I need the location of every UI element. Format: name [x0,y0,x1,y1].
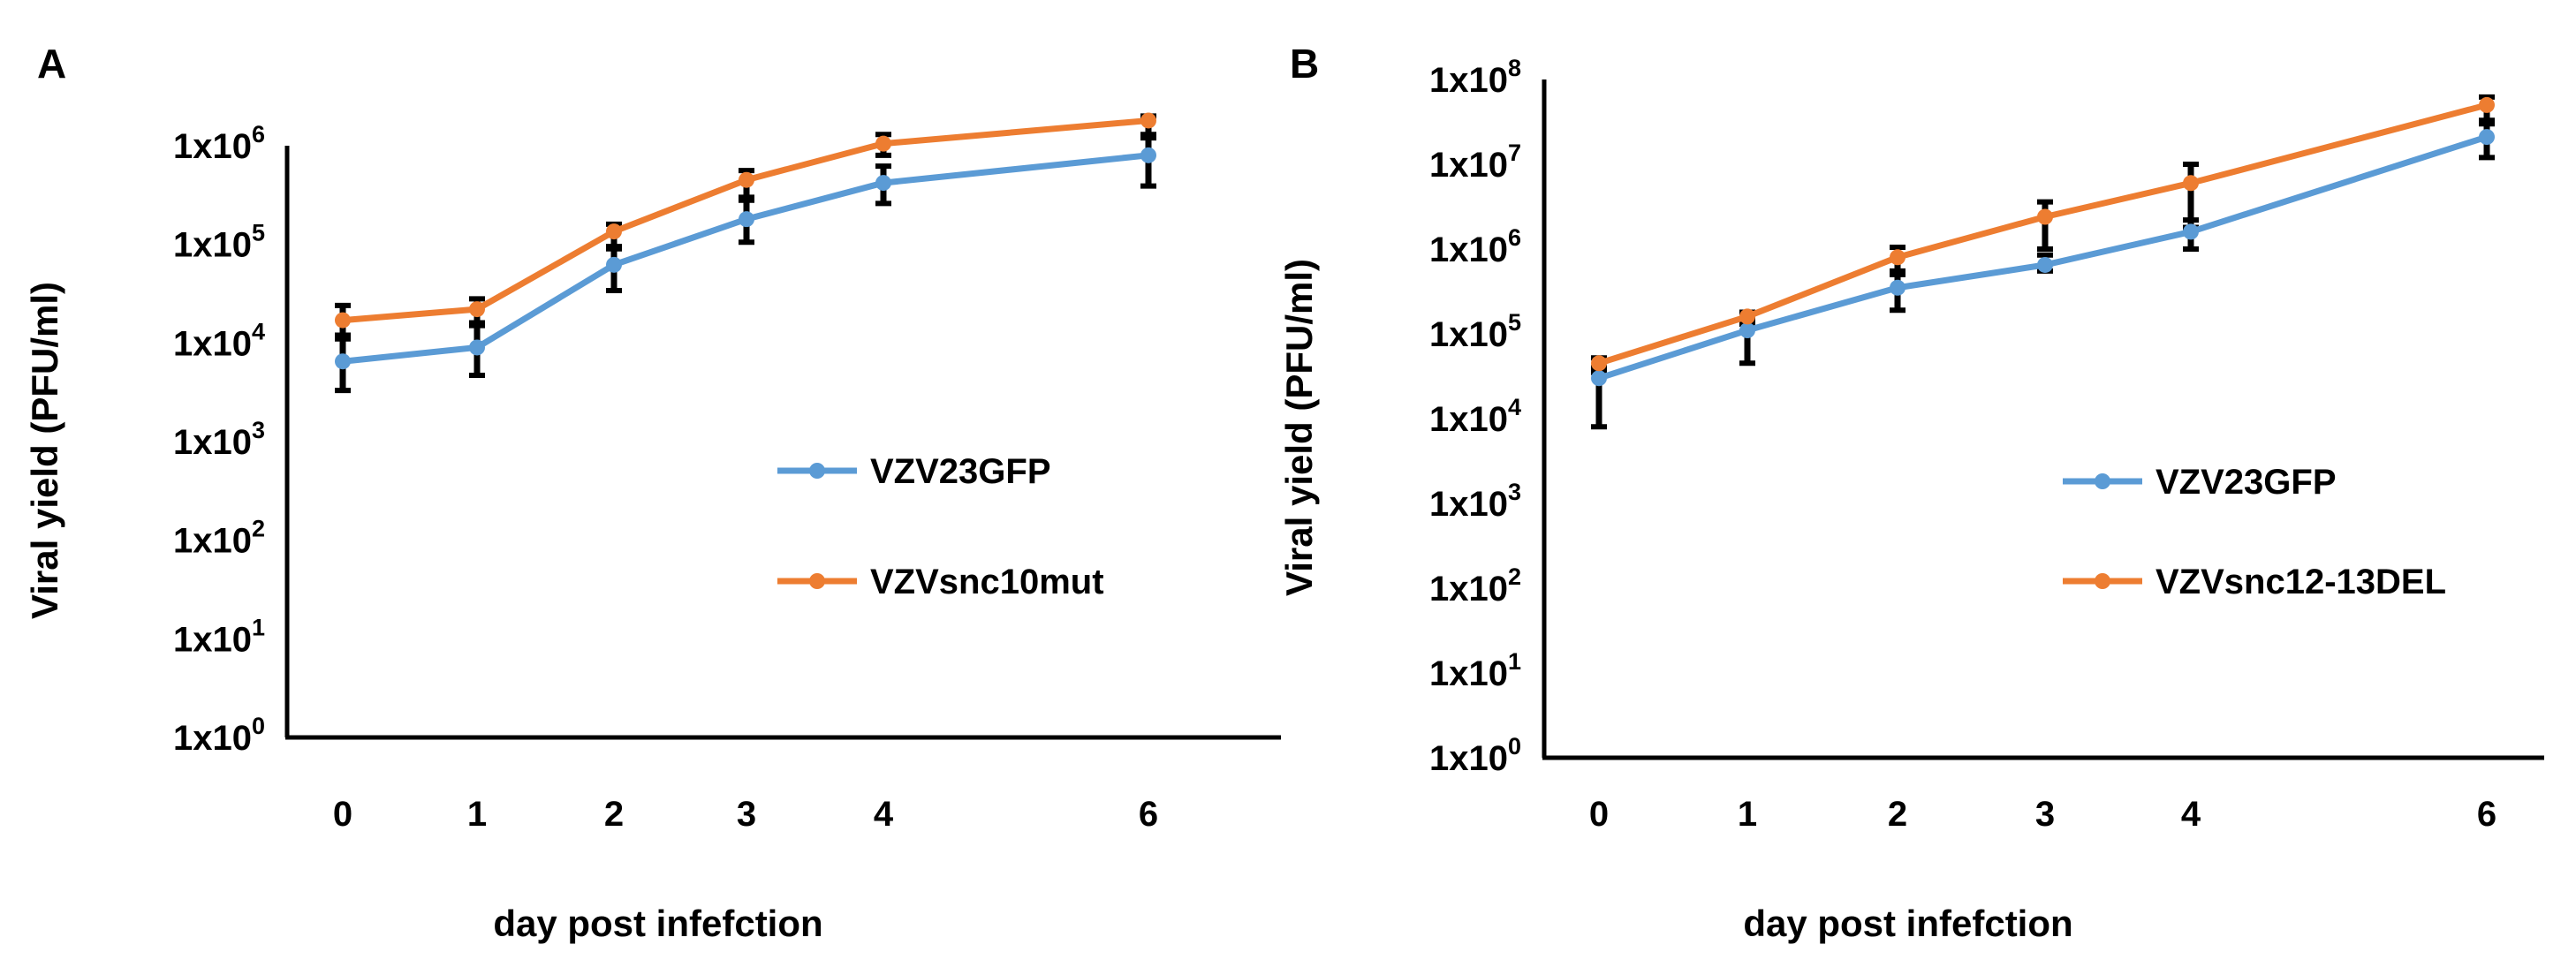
panel-b-point-vzvsnc12-13del [2183,175,2199,192]
panel-b-x-tick-label: 1 [1738,795,1757,834]
panel-b-point-vzv23gfp [2479,129,2495,146]
panel-a-legend-label-vzv23gfp: VZV23GFP [870,452,1051,491]
panel-a-y-tick-label: 1x103 [173,417,265,462]
panel-b-x-tick-label: 0 [1589,795,1609,834]
panel-a-legend-marker-vzvsnc10mut [809,573,825,589]
panel-a-x-tick-label: 4 [874,795,894,834]
panel-b-y-tick-label: 1x107 [1429,140,1521,185]
panel-b-x-tick-label: 2 [1888,795,1907,834]
panel-b-point-vzv23gfp [1591,370,1607,387]
panel-a-point-vzvsnc10mut [335,312,351,329]
panel-a-point-vzvsnc10mut [469,301,485,318]
panel-a-series-line-vzv23gfp [342,152,1149,365]
panel-b-point-vzv23gfp [1890,279,1905,296]
panel-b-x-tick-label: 6 [2477,795,2496,834]
panel-b-point-vzvsnc12-13del [2479,96,2495,113]
panel-a-y-tick-label: 1x100 [173,713,265,758]
panel-b-x-axis-title: day post infefction [1743,903,2072,944]
panel-b-y-tick-label: 1x100 [1429,733,1521,778]
panel-a-x-axis-title: day post infefction [493,903,822,944]
panel-b-point-vzv23gfp [1739,322,1755,339]
panel-b-series-line-vzvsnc12-13del [1597,102,2488,367]
panel-a-legend-marker-vzv23gfp [809,463,825,479]
panel-a-point-vzvsnc10mut [739,171,754,188]
panel-a-point-vzv23gfp [469,339,485,356]
panel-b-x-tick-label: 4 [2181,795,2201,834]
panel-b-chart: B 1x100 1x101 1x102 1x103 1x104 1x105 1x106 1x10… [1278,41,2544,944]
panel-b-point-vzv23gfp [2183,223,2199,240]
panel-b-y-tick-label: 1x108 [1429,55,1521,100]
panel-a-chart: A 1x100 1x101 1x102 1x103 1x104 1x105 1x106 0 1 2 3… [24,41,1281,944]
panel-a-point-vzvsnc10mut [606,223,622,240]
panel-a-label: A [37,41,66,87]
panel-a-point-vzv23gfp [875,175,891,192]
panel-b-x-tick-label: 3 [2035,795,2055,834]
panel-b-point-vzvsnc12-13del [1890,249,1905,266]
panel-a-point-vzv23gfp [335,353,351,370]
panel-a-x-tick-label: 1 [467,795,487,834]
panel-b-legend-marker-vzv23gfp [2095,473,2110,489]
panel-a-legend-label-vzvsnc10mut: VZVsnc10mut [870,563,1104,601]
panel-b-y-tick-label: 1x105 [1429,309,1521,354]
panel-b-legend-label-vzv23gfp: VZV23GFP [2156,463,2337,502]
panel-b-y-tick-label: 1x106 [1429,224,1521,269]
panel-b-point-vzvsnc12-13del [1591,355,1607,372]
panel-a-x-tick-label: 2 [604,795,624,834]
panel-b-y-tick-label: 1x101 [1429,648,1521,693]
panel-b-y-tick-label: 1x103 [1429,479,1521,524]
panel-a-point-vzv23gfp [739,211,754,228]
panel-b-label: B [1290,41,1319,87]
panel-a-point-vzv23gfp [1140,147,1156,163]
panel-a-point-vzvsnc10mut [875,135,891,152]
panel-b-legend-marker-vzvsnc12-13del [2095,573,2110,589]
panel-b-y-tick-label: 1x104 [1429,394,1521,439]
panel-b-series-line-vzv23gfp [1597,133,2489,382]
panel-a-y-tick-label: 1x101 [173,614,265,659]
panel-a-y-tick-label: 1x106 [173,121,265,166]
panel-a-x-tick-label: 0 [333,795,352,834]
panel-a-y-tick-label: 1x104 [173,318,265,363]
panel-a-x-tick-label: 3 [737,795,756,834]
panel-b-y-axis-title: Viral yield (PFU/ml) [1278,259,1320,596]
panel-a-x-tick-label: 6 [1139,795,1158,834]
panel-b-legend-label-vzvsnc12-13del: VZVsnc12-13DEL [2156,563,2446,601]
panel-a-series-line-vzvsnc10mut [342,117,1149,324]
panel-a-y-axis-title: Viral yield (PFU/ml) [24,282,65,619]
panel-b-point-vzvsnc12-13del [1739,308,1755,325]
panel-a-point-vzv23gfp [606,256,622,273]
panel-a-y-tick-label: 1x102 [173,516,265,561]
panel-a-point-vzvsnc10mut [1140,112,1156,129]
panel-a-y-tick-label: 1x105 [173,220,265,265]
panel-b-point-vzv23gfp [2037,256,2053,273]
panel-b-y-tick-label: 1x102 [1429,563,1521,608]
panel-b-point-vzvsnc12-13del [2037,208,2053,225]
